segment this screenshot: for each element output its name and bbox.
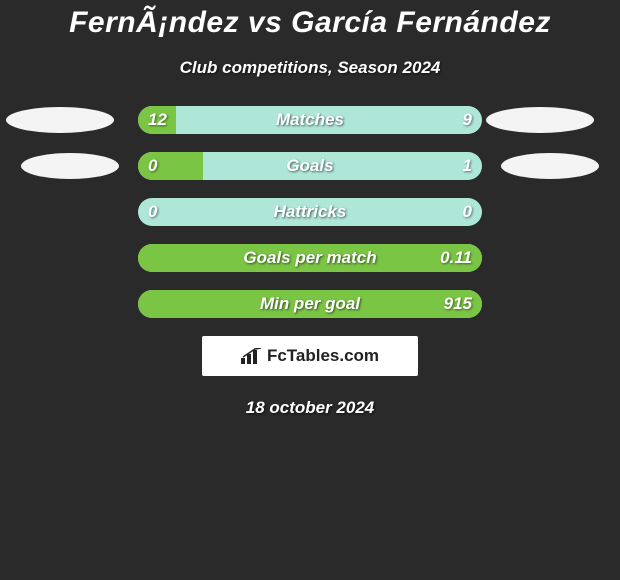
value-right: 0.11 <box>440 244 472 272</box>
player-ellipse-right <box>501 153 599 179</box>
metric-label: Hattricks <box>138 198 482 226</box>
page-title: FernÃ¡ndez vs García Fernández <box>0 0 620 40</box>
chart-area: 12 Matches 9 0 Goals 1 0 Ha <box>0 106 620 418</box>
value-right: 915 <box>444 290 472 318</box>
value-right: 1 <box>463 152 472 180</box>
bar-container: 0 Hattricks 0 <box>138 198 482 226</box>
metric-label: Goals <box>138 152 482 180</box>
chart-row-hattricks: 0 Hattricks 0 <box>0 198 620 226</box>
metric-label: Matches <box>138 106 482 134</box>
chart-row-matches: 12 Matches 9 <box>0 106 620 134</box>
logo-text: FcTables.com <box>267 346 379 366</box>
date-line: 18 october 2024 <box>0 398 620 418</box>
chart-row-min-per-goal: Min per goal 915 <box>0 290 620 318</box>
value-right: 9 <box>463 106 472 134</box>
chart-row-goals: 0 Goals 1 <box>0 152 620 180</box>
bar-container: Goals per match 0.11 <box>138 244 482 272</box>
metric-label: Goals per match <box>138 244 482 272</box>
player-ellipse-left <box>21 153 119 179</box>
player-ellipse-left <box>6 107 114 133</box>
subtitle: Club competitions, Season 2024 <box>0 58 620 78</box>
chart-row-goals-per-match: Goals per match 0.11 <box>0 244 620 272</box>
bar-container: 12 Matches 9 <box>138 106 482 134</box>
logo-box: FcTables.com <box>202 336 418 376</box>
bar-container: Min per goal 915 <box>138 290 482 318</box>
comparison-infographic: FernÃ¡ndez vs García Fernández Club comp… <box>0 0 620 580</box>
metric-label: Min per goal <box>138 290 482 318</box>
player-ellipse-right <box>486 107 594 133</box>
bar-chart-icon <box>241 348 261 364</box>
bar-container: 0 Goals 1 <box>138 152 482 180</box>
value-right: 0 <box>463 198 472 226</box>
